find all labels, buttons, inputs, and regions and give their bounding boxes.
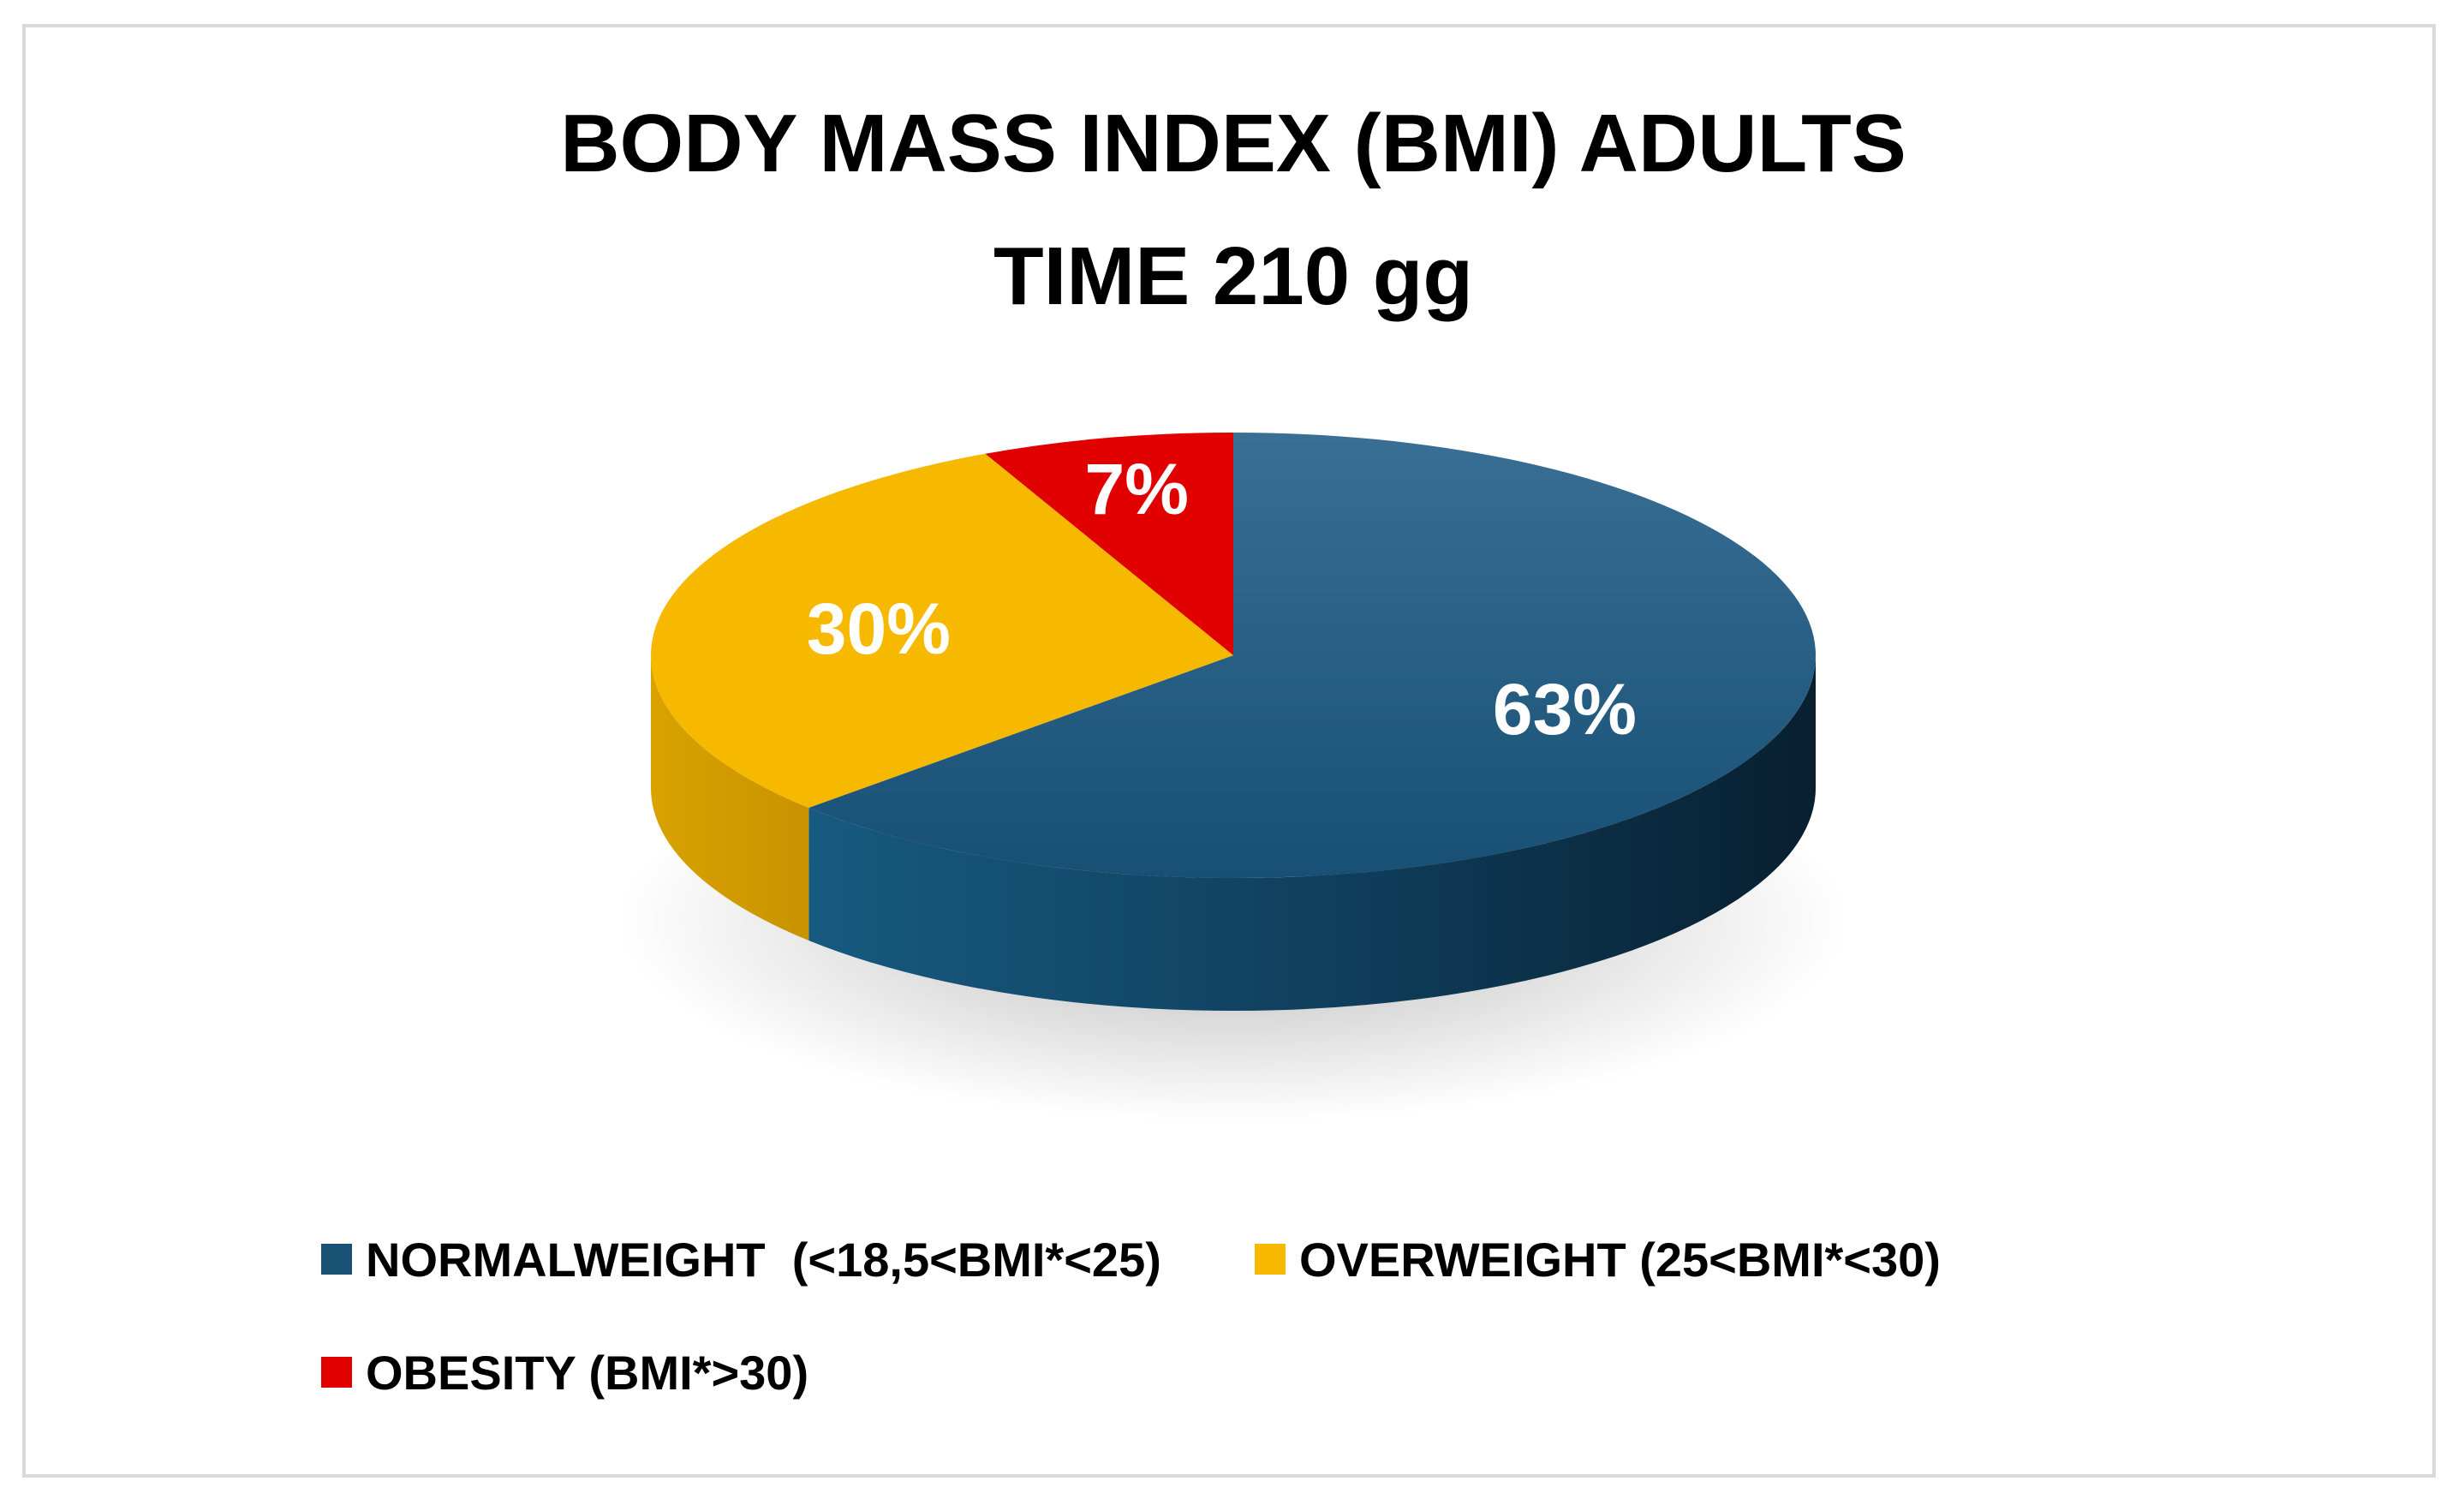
legend-swatch xyxy=(321,1357,352,1388)
legend: NORMALWEIGHT (<18,5<BMI*<25) OVERWEIGHT (… xyxy=(321,1233,1941,1400)
chart-subtitle: TIME 210 gg xyxy=(993,230,1473,322)
pie-slice-overweight xyxy=(651,453,1233,808)
data-label-normalweight: 63% xyxy=(1493,669,1637,750)
legend-item-obesity: OBESITY (BMI*>30) xyxy=(321,1346,808,1400)
data-label-obesity: 7% xyxy=(1085,449,1189,529)
pie-slice-normalweight xyxy=(808,433,1817,879)
legend-label: OVERWEIGHT (25<BMI*<30) xyxy=(1299,1233,1941,1287)
legend-item-normalweight: NORMALWEIGHT (<18,5<BMI*<25) xyxy=(321,1233,1161,1287)
data-labels: 63% 30% 7% xyxy=(807,449,1637,750)
legend-label: OBESITY (BMI*>30) xyxy=(366,1346,808,1400)
legend-swatch xyxy=(1255,1244,1286,1275)
legend-item-overweight: OVERWEIGHT (25<BMI*<30) xyxy=(1255,1233,1941,1287)
pie-side-overweight xyxy=(651,655,809,941)
legend-label: NORMALWEIGHT (<18,5<BMI*<25) xyxy=(366,1233,1161,1287)
data-label-overweight: 30% xyxy=(807,588,951,669)
pie-side-normalweight xyxy=(808,655,1817,1012)
pie-slice-obesity xyxy=(985,433,1233,655)
chart-title: BODY MASS INDEX (BMI) ADULTS xyxy=(560,98,1906,189)
legend-swatch xyxy=(321,1244,352,1275)
pie-slices xyxy=(651,433,1817,1012)
